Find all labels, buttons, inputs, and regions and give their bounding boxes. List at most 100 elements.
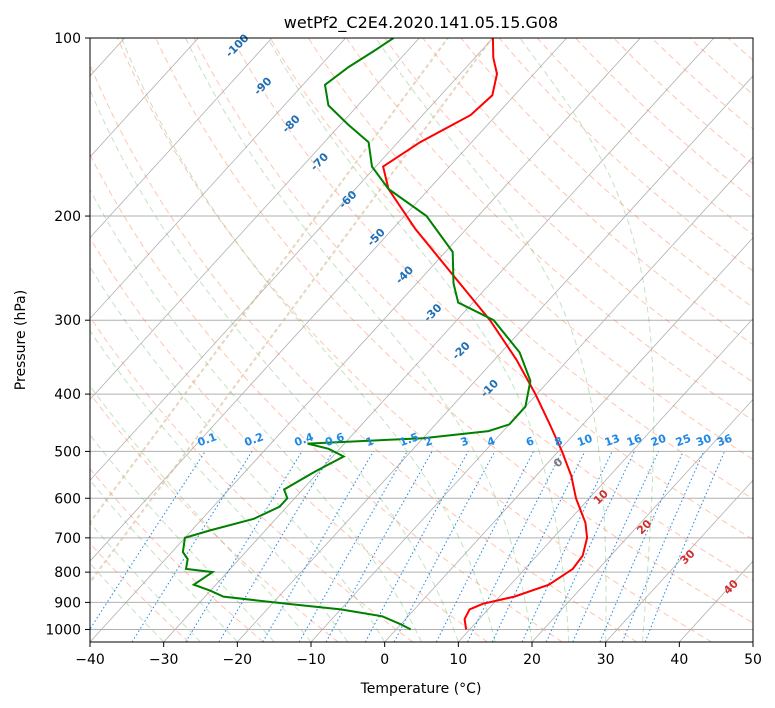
mixing-ratio-label: 0.2 xyxy=(243,430,266,449)
y-tick-label: 300 xyxy=(54,313,81,329)
mixing-ratio-label: 1.5 xyxy=(398,430,421,449)
dry-adiabat-line xyxy=(90,542,190,642)
dry-adiabat-line xyxy=(155,38,753,624)
mixing-ratio-label: 0.4 xyxy=(293,430,316,449)
x-tick-label: −10 xyxy=(296,652,326,668)
mixing-ratio-line xyxy=(644,451,725,642)
temperature-profile-line xyxy=(381,38,589,630)
dry-adiabat-line xyxy=(193,38,753,582)
x-tick-label: 0 xyxy=(380,652,389,668)
x-tick-label: −30 xyxy=(149,652,179,668)
x-tick-label: −40 xyxy=(75,652,105,668)
x-axis-title: Temperature (°C) xyxy=(360,681,482,697)
y-tick-label: 1000 xyxy=(45,622,81,638)
dry-adiabat-line xyxy=(307,38,753,460)
dry-adiabat-line xyxy=(90,63,638,642)
background-lines xyxy=(90,38,753,642)
mixing-ratio-label: 3 xyxy=(459,434,471,449)
mixing-ratio-label: 16 xyxy=(625,432,644,450)
moist-adiabat-line xyxy=(90,329,349,642)
mixing-ratio-line xyxy=(572,451,660,642)
axes: −40 −30 −20 −10 0 10 20 30 40 5010020030040050060… xyxy=(45,31,762,668)
mixing-ratio-label: 10 xyxy=(575,432,594,450)
dry-adiabat-line xyxy=(460,38,753,308)
mixing-ratio-line xyxy=(599,451,684,642)
y-tick-label: 500 xyxy=(54,444,81,460)
mixing-ratio-line xyxy=(90,451,206,631)
mixing-ratio-line xyxy=(218,451,334,642)
mixing-ratio-line xyxy=(262,451,374,642)
mixing-ratio-line xyxy=(435,451,535,642)
dry-adiabat-line xyxy=(536,38,753,236)
isotherm-line xyxy=(90,38,273,239)
y-tick-label: 600 xyxy=(54,491,81,507)
dry-adiabat-line xyxy=(117,38,712,642)
y-tick-label: 100 xyxy=(54,31,81,47)
dewpoint-profile-line xyxy=(181,38,532,631)
moist-adiabat-line xyxy=(90,266,386,642)
moist-adiabat-line xyxy=(90,521,201,642)
moist-adiabat-line xyxy=(90,434,275,642)
mixing-ratio-label: 25 xyxy=(674,432,693,449)
isotherm-line xyxy=(90,38,567,562)
freezing-level-arc xyxy=(90,38,449,525)
profile-lines xyxy=(181,38,589,631)
dry-adiabat-line xyxy=(269,38,753,500)
moist-adiabat-line xyxy=(90,385,312,642)
dry-adiabat-line xyxy=(90,236,488,642)
dry-adiabat-line xyxy=(727,38,753,61)
mixing-ratio-line xyxy=(364,451,469,642)
mixing-ratio-line xyxy=(131,451,253,642)
moist-adiabat-line xyxy=(121,38,496,642)
dry-adiabat-line xyxy=(422,38,753,346)
mixing-ratio-line xyxy=(621,451,705,642)
isotherm-line xyxy=(163,38,715,642)
x-tick-label: 10 xyxy=(449,652,467,668)
moist-adiabat-line xyxy=(90,88,459,642)
mixing-ratio-line xyxy=(521,451,613,642)
moist-adiabat-label: 30 xyxy=(678,547,698,567)
mixing-ratio-line xyxy=(185,451,303,642)
dry-adiabat-label: -100 xyxy=(223,31,252,60)
x-tick-label: 30 xyxy=(597,652,615,668)
mixing-ratio-label: 30 xyxy=(694,432,713,450)
mixing-ratio-label: 13 xyxy=(603,432,622,449)
dry-adiabat-label: -20 xyxy=(450,339,473,362)
dry-adiabat-line xyxy=(384,38,753,383)
mixing-ratio-label: 2 xyxy=(423,434,435,449)
x-tick-label: 20 xyxy=(523,652,541,668)
y-tick-label: 200 xyxy=(54,209,81,225)
isotherm-line xyxy=(90,38,641,642)
isotherm-line xyxy=(605,479,753,642)
moist-adiabat-line xyxy=(90,479,238,642)
mixing-ratio-label: 1 xyxy=(364,434,376,449)
y-axis-title: Pressure (hPa) xyxy=(13,290,29,390)
dry-adiabat-line xyxy=(231,38,753,541)
isotherm-line xyxy=(310,156,753,642)
moist-adiabat-line xyxy=(185,38,533,642)
isotherm-line xyxy=(458,317,753,642)
isotherm-line xyxy=(752,641,753,642)
mixing-ratio-label: 20 xyxy=(649,432,668,450)
dry-adiabat-label: -80 xyxy=(280,112,303,135)
mixing-ratio-label: 0.6 xyxy=(323,430,346,449)
dry-adiabat-line xyxy=(90,468,264,642)
moist-adiabat-line xyxy=(267,38,570,642)
x-tick-label: −20 xyxy=(223,652,253,668)
moist-adiabat-label: 20 xyxy=(634,517,654,537)
mixing-ratio-line xyxy=(325,451,433,642)
mixing-ratio-label: 4 xyxy=(485,434,497,449)
dry-adiabat-label: -10 xyxy=(478,377,501,400)
isotherm-line xyxy=(384,237,753,642)
y-tick-label: 800 xyxy=(54,565,81,581)
x-tick-label: 50 xyxy=(744,652,762,668)
mixing-ratio-label: 36 xyxy=(715,432,734,450)
isotherm-line xyxy=(90,38,494,481)
dry-adiabat-label: -40 xyxy=(393,263,416,286)
mixing-ratio-line xyxy=(298,451,408,642)
mixing-ratio-line xyxy=(467,451,563,642)
isotherm-line xyxy=(90,38,420,401)
y-tick-label: 900 xyxy=(54,595,81,611)
